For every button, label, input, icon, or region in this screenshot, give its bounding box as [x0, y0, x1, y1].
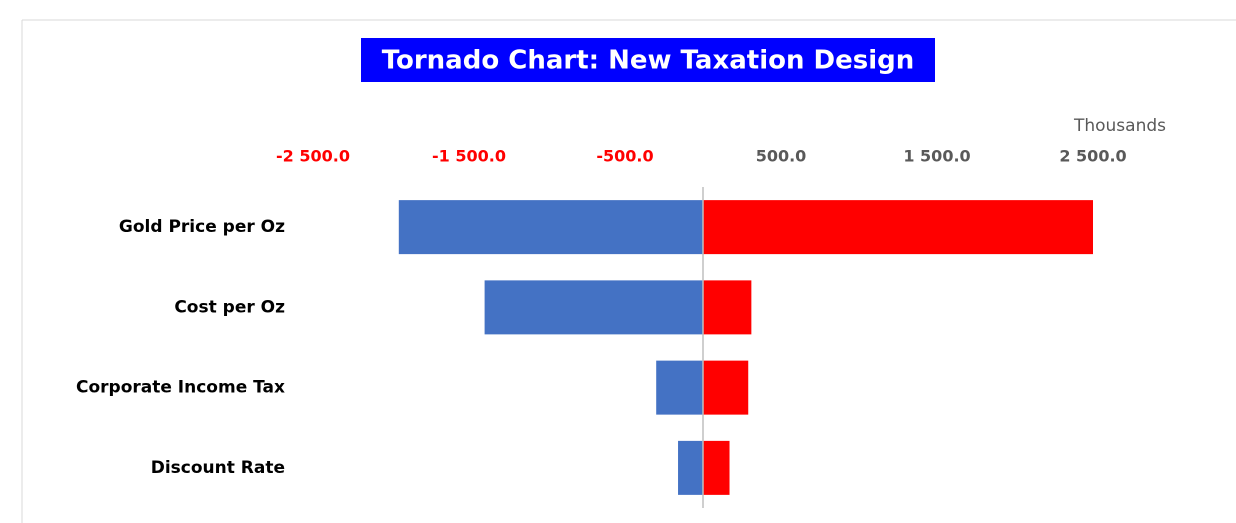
bar [398, 200, 703, 255]
bar [656, 360, 703, 415]
x-tick-label: -1 500.0 [432, 147, 506, 166]
x-tick-label: 1 500.0 [903, 147, 970, 166]
x-tick-label: 2 500.0 [1059, 147, 1126, 166]
category-label: Discount Rate [151, 458, 285, 478]
bar [703, 440, 730, 495]
x-tick-label: 500.0 [756, 147, 807, 166]
category-label: Cost per Oz [174, 297, 285, 317]
category-label: Gold Price per Oz [119, 217, 285, 237]
bar [703, 360, 749, 415]
bar [484, 280, 703, 335]
display-units: Thousands [1073, 116, 1166, 136]
x-tick-label: -500.0 [596, 147, 653, 166]
title-background [361, 38, 935, 82]
category-label: Corporate Income Tax [76, 378, 285, 398]
bar [678, 440, 703, 495]
bar [703, 200, 1093, 255]
x-tick-label: -2 500.0 [276, 147, 350, 166]
bar [703, 280, 752, 335]
chart-title: Tornado Chart: New Taxation Design [382, 46, 915, 76]
